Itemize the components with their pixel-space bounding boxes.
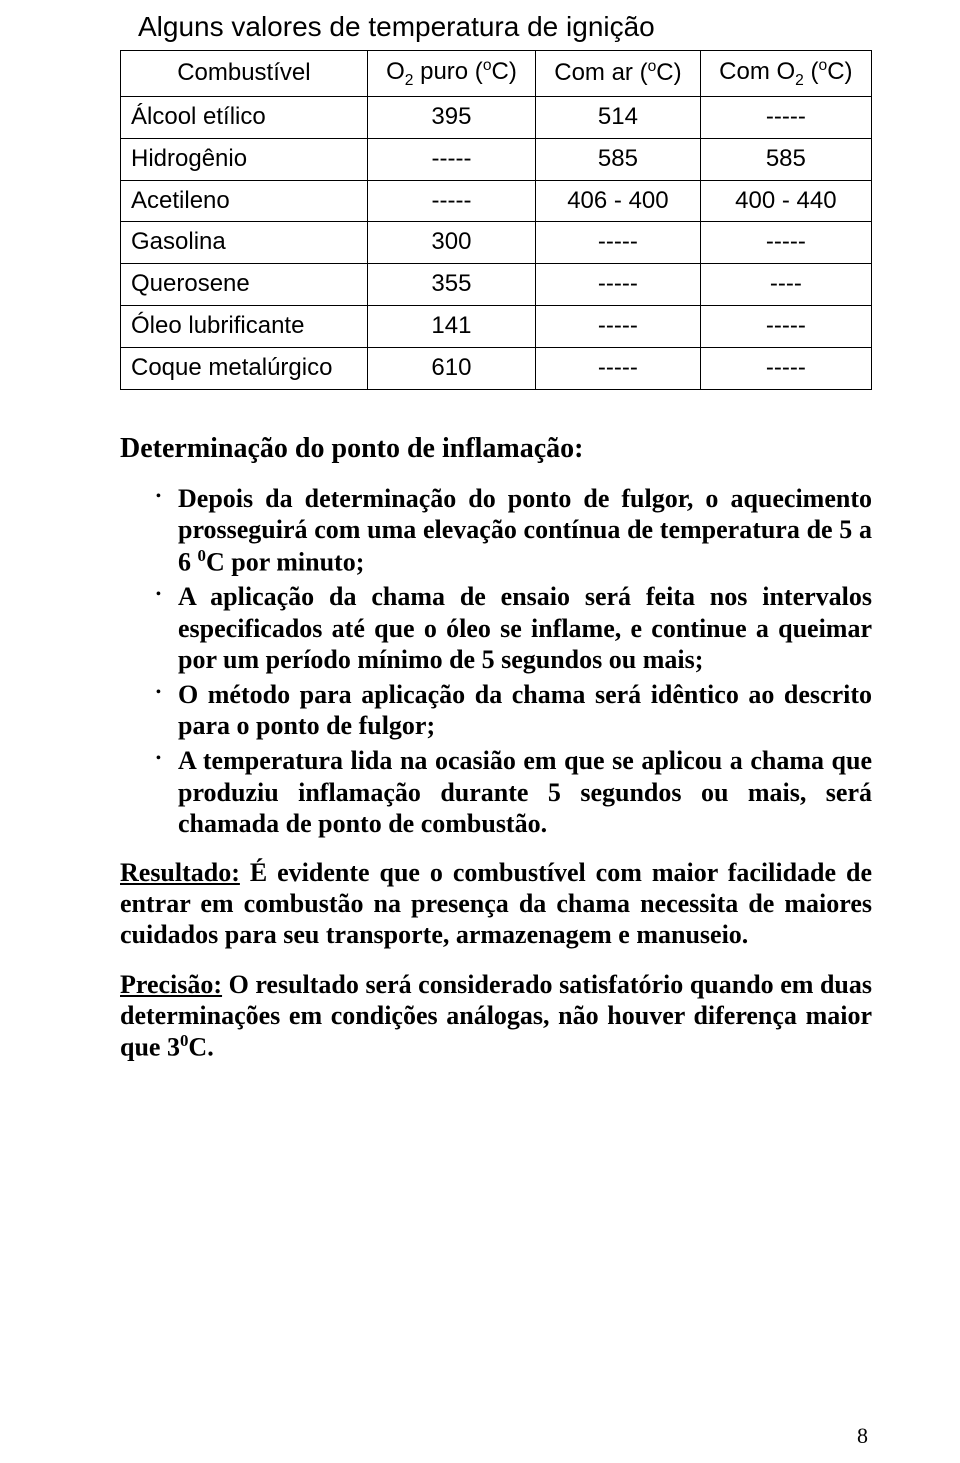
cell-label: Álcool etílico bbox=[121, 97, 368, 139]
cell-value: ----- bbox=[700, 347, 871, 389]
cell-value: 141 bbox=[367, 306, 535, 348]
cell-label: Coque metalúrgico bbox=[121, 347, 368, 389]
cell-value: 355 bbox=[367, 264, 535, 306]
cell-value: ---- bbox=[700, 264, 871, 306]
col-header-como2: Com O2 (oC) bbox=[700, 50, 871, 97]
col-header-text: C) bbox=[827, 58, 852, 85]
paragraph-body: O resultado será considerado satisfatóri… bbox=[120, 970, 872, 1062]
col-header-text: ( bbox=[804, 58, 819, 85]
cell-value: ----- bbox=[536, 347, 701, 389]
cell-value: 514 bbox=[536, 97, 701, 139]
col-header-text: C) bbox=[492, 58, 517, 85]
list-item-text: O método para aplicação da chama será id… bbox=[178, 680, 872, 740]
section-heading: Determinação do ponto de inflamação: bbox=[120, 432, 872, 466]
table-row: Hidrogênio ----- 585 585 bbox=[121, 138, 872, 180]
subscript: 2 bbox=[795, 71, 804, 88]
cell-value: ----- bbox=[700, 306, 871, 348]
cell-value: 406 - 400 bbox=[536, 180, 701, 222]
col-header-combustivel: Combustível bbox=[121, 50, 368, 97]
bullet-list: Depois da determinação do ponto de fulgo… bbox=[120, 483, 872, 839]
cell-value: 400 - 440 bbox=[700, 180, 871, 222]
col-header-text: O bbox=[386, 58, 405, 85]
table-row: Querosene 355 ----- ---- bbox=[121, 264, 872, 306]
table-row: Álcool etílico 395 514 ----- bbox=[121, 97, 872, 139]
cell-value: ----- bbox=[536, 264, 701, 306]
cell-label: Acetileno bbox=[121, 180, 368, 222]
list-item: A aplicação da chama de ensaio será feit… bbox=[156, 581, 872, 675]
cell-value: 395 bbox=[367, 97, 535, 139]
list-item: O método para aplicação da chama será id… bbox=[156, 679, 872, 741]
cell-value: 300 bbox=[367, 222, 535, 264]
table-row: Acetileno ----- 406 - 400 400 - 440 bbox=[121, 180, 872, 222]
cell-label: Óleo lubrificante bbox=[121, 306, 368, 348]
table-row: Óleo lubrificante 141 ----- ----- bbox=[121, 306, 872, 348]
col-header-text: Combustível bbox=[177, 59, 310, 86]
list-item: Depois da determinação do ponto de fulgo… bbox=[156, 483, 872, 577]
cell-value: ----- bbox=[536, 222, 701, 264]
paragraph-body: C. bbox=[188, 1033, 213, 1062]
col-header-text: Com O bbox=[719, 58, 795, 85]
col-header-text: C) bbox=[656, 59, 681, 86]
cell-value: 610 bbox=[367, 347, 535, 389]
col-header-o2puro: O2 puro (oC) bbox=[367, 50, 535, 97]
col-header-comar: Com ar (oC) bbox=[536, 50, 701, 97]
cell-value: 585 bbox=[536, 138, 701, 180]
ignition-table: Combustível O2 puro (oC) Com ar (oC) Com… bbox=[120, 50, 872, 390]
superscript: o bbox=[483, 57, 492, 74]
cell-value: ----- bbox=[367, 138, 535, 180]
page-title: Alguns valores de temperatura de ignição bbox=[138, 10, 872, 44]
cell-value: ----- bbox=[700, 97, 871, 139]
superscript: o bbox=[819, 57, 828, 74]
col-header-text: Com ar ( bbox=[554, 59, 647, 86]
cell-label: Gasolina bbox=[121, 222, 368, 264]
cell-value: ----- bbox=[367, 180, 535, 222]
paragraph-lead: Resultado: bbox=[120, 858, 240, 887]
list-item-text: A aplicação da chama de ensaio será feit… bbox=[178, 582, 872, 673]
table-row: Gasolina 300 ----- ----- bbox=[121, 222, 872, 264]
cell-value: 585 bbox=[700, 138, 871, 180]
table-body: Álcool etílico 395 514 ----- Hidrogênio … bbox=[121, 97, 872, 390]
cell-label: Hidrogênio bbox=[121, 138, 368, 180]
paragraph-precisao: Precisão: O resultado será considerado s… bbox=[120, 969, 872, 1063]
paragraph-resultado: Resultado: É evidente que o combustível … bbox=[120, 857, 872, 951]
page-number: 8 bbox=[857, 1423, 868, 1449]
cell-label: Querosene bbox=[121, 264, 368, 306]
table-header-row: Combustível O2 puro (oC) Com ar (oC) Com… bbox=[121, 50, 872, 97]
paragraph-lead: Precisão: bbox=[120, 970, 222, 999]
col-header-text: puro ( bbox=[413, 58, 482, 85]
list-item: A temperatura lida na ocasião em que se … bbox=[156, 745, 872, 839]
list-item-text: A temperatura lida na ocasião em que se … bbox=[178, 746, 872, 837]
list-item-text: C por minuto; bbox=[206, 547, 364, 576]
table-row: Coque metalúrgico 610 ----- ----- bbox=[121, 347, 872, 389]
superscript: o bbox=[648, 58, 657, 75]
cell-value: ----- bbox=[536, 306, 701, 348]
page: Alguns valores de temperatura de ignição… bbox=[0, 0, 960, 1463]
superscript: 0 bbox=[198, 546, 206, 565]
cell-value: ----- bbox=[700, 222, 871, 264]
